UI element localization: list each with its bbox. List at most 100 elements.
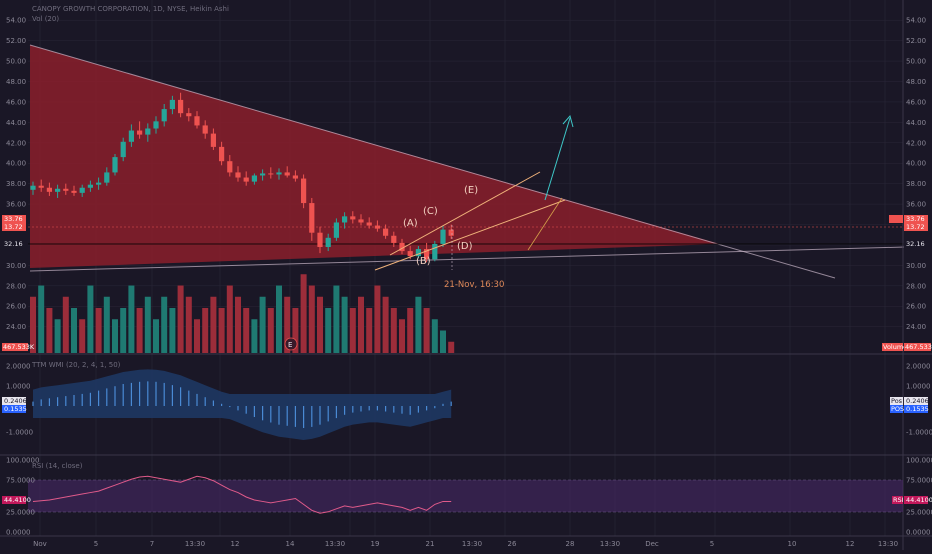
x-tick: 13:30: [878, 540, 898, 548]
left-ttm-tag-2: [2, 405, 26, 413]
volume-bar: [194, 319, 200, 353]
right-hline-tag-text: 32.16: [906, 240, 925, 248]
candle-body: [55, 188, 61, 192]
rsi-tick-right: 25.0000: [906, 509, 932, 517]
volume-bar: [235, 296, 241, 353]
price-tick-left: 44.00: [6, 119, 26, 127]
candle-body: [153, 121, 159, 129]
upper-trendline[interactable]: [29, 44, 836, 279]
x-tick: 21: [426, 540, 435, 548]
price-tick-right: 30.00: [906, 262, 926, 270]
candle-body: [374, 225, 380, 229]
volume-bar: [161, 296, 168, 353]
candle-body: [63, 188, 69, 191]
volume-bar: [30, 296, 36, 353]
volume-name-tag-text: Volume: [883, 343, 907, 351]
volume-bar: [226, 285, 233, 353]
candle-body: [260, 173, 266, 176]
candle-body: [137, 130, 143, 135]
candle-body: [38, 185, 44, 188]
volume-bar: [276, 285, 282, 353]
price-tick-left: 42.00: [6, 139, 26, 147]
volume-bar: [366, 308, 373, 353]
ttm-name-tag-2-text: POS: [891, 405, 904, 413]
price-tick-right: 44.00: [906, 119, 926, 127]
candle-body: [87, 184, 93, 188]
price-tick-right: 36.00: [906, 201, 926, 209]
x-axis-ticks: Nov 5 7 13:30 12 14 13:30 19 21 13:30 26 28 13:30 Dec…: [33, 540, 898, 548]
volume-bar: [267, 308, 274, 353]
candle-body: [251, 175, 257, 182]
right-tag-label: [889, 215, 903, 223]
volume-name-tag: [882, 343, 903, 351]
x-tick: 13:30: [600, 540, 620, 548]
volume-bar: [54, 319, 61, 353]
lower-trendline[interactable]: [29, 246, 906, 272]
channel-lower[interactable]: [374, 199, 566, 271]
candle-body: [219, 146, 225, 162]
candle-body: [301, 178, 307, 204]
x-tick: 7: [150, 540, 154, 548]
earnings-marker-icon[interactable]: [284, 337, 298, 351]
candle-body: [186, 113, 192, 117]
price-tick-left: 38.00: [6, 180, 26, 188]
candle-body: [243, 177, 249, 182]
price-tick-left: 46.00: [6, 98, 26, 106]
channel-upper[interactable]: [389, 171, 541, 256]
candle-body: [46, 187, 52, 192]
candle-body: [358, 219, 364, 223]
left-ttm-tag-2-text: 0.1535: [4, 405, 27, 413]
price-tick-right: 48.00: [906, 78, 926, 86]
ttm-tick-left: 1.0000: [6, 383, 31, 391]
candle-body: [104, 172, 110, 183]
volume-bar: [202, 308, 209, 353]
ttm-name-tag-1-text: Pos: [891, 397, 903, 405]
right-price-tag-text: 33.76: [906, 215, 925, 223]
volume-bar: [120, 308, 127, 353]
projection-arrow[interactable]: [544, 117, 571, 201]
rsi-tick-left: 25.0000: [6, 509, 35, 517]
ttm-histogram: [32, 369, 452, 440]
earnings-marker-label: E: [288, 341, 292, 349]
price-tick-right: 46.00: [906, 98, 926, 106]
rsi-band: [28, 480, 903, 512]
volume-bar: [284, 296, 291, 353]
left-ttm-tag-1: [2, 397, 26, 405]
wedge-fill: [30, 45, 720, 268]
x-tick: 28: [566, 540, 575, 548]
price-tick-right: 40.00: [906, 160, 926, 168]
candle-body: [383, 228, 389, 236]
candle-body: [202, 125, 208, 134]
ttm-tick-right: 1.0000: [906, 383, 931, 391]
volume-bar: [333, 285, 340, 353]
volume-bar: [103, 296, 110, 353]
price-tick-left: 26.00: [6, 303, 26, 311]
right-volume-tag: [904, 343, 931, 351]
candle-body: [432, 243, 438, 260]
volume-bar: [169, 308, 176, 353]
cursor-annotation: 21-Nov, 16:30: [444, 280, 504, 290]
candle-body: [79, 187, 85, 193]
volume-bar: [399, 319, 405, 353]
candle-body: [161, 109, 167, 122]
candle-body: [342, 216, 348, 223]
left-price-tag-text: 33.76: [4, 215, 23, 223]
candle-body: [399, 242, 405, 252]
candle-body: [210, 133, 216, 147]
right-price-sub-tag-text: 13.72: [906, 223, 925, 231]
right-rsi-tag: [904, 496, 928, 504]
volume-bar: [71, 308, 77, 353]
right-ttm-tag-2-text: 0.1535: [906, 405, 929, 413]
right-volume-tag-text: 467.533K: [905, 343, 932, 351]
rsi-tick-left: 75.0000: [6, 477, 35, 485]
price-tick-right: 42.00: [906, 139, 926, 147]
candle-body: [268, 173, 274, 175]
candle-body: [128, 130, 134, 142]
chart-title: CANOPY GROWTH CORPORATION, 1D, NYSE, Hei…: [32, 5, 229, 13]
volume-bar: [128, 285, 135, 353]
price-tick-left: 36.00: [6, 201, 26, 209]
volume-bar: [390, 308, 397, 353]
candle-body: [169, 99, 175, 110]
